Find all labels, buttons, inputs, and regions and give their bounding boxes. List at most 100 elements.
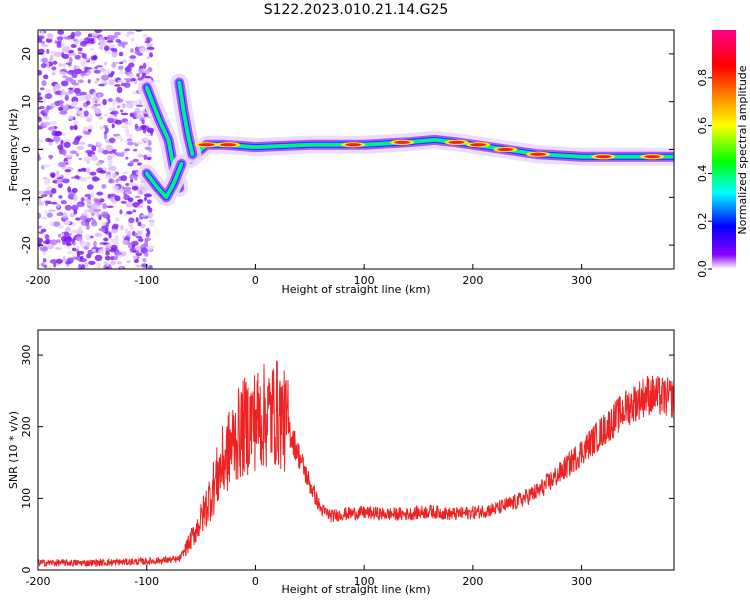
noise-speckle bbox=[85, 149, 93, 154]
noise-speckle bbox=[51, 72, 56, 76]
noise-speckle bbox=[74, 106, 81, 110]
noise-speckle bbox=[98, 83, 105, 87]
noise-speckle bbox=[125, 133, 130, 137]
noise-speckle bbox=[62, 178, 70, 184]
noise-speckle bbox=[64, 95, 69, 101]
noise-speckle bbox=[136, 141, 144, 145]
noise-speckle bbox=[62, 255, 66, 262]
noise-speckle bbox=[132, 158, 139, 163]
spec-ytick-label: -20 bbox=[20, 236, 33, 254]
noise-speckle bbox=[74, 31, 82, 37]
noise-speckle bbox=[126, 210, 133, 215]
noise-speckle bbox=[49, 120, 57, 125]
noise-speckle bbox=[63, 92, 71, 96]
noise-speckle bbox=[42, 176, 48, 180]
noise-speckle bbox=[80, 243, 86, 248]
noise-speckle bbox=[57, 144, 64, 150]
noise-speckle bbox=[96, 142, 103, 147]
noise-speckle bbox=[109, 260, 116, 265]
noise-speckle bbox=[121, 235, 126, 238]
noise-speckle bbox=[94, 66, 98, 70]
noise-speckle bbox=[87, 79, 91, 84]
noise-speckle bbox=[89, 60, 96, 65]
noise-speckle bbox=[56, 203, 61, 209]
noise-speckle bbox=[147, 139, 152, 146]
noise-speckle bbox=[96, 211, 100, 218]
noise-speckle bbox=[60, 236, 67, 242]
noise-speckle bbox=[64, 104, 69, 109]
noise-speckle bbox=[133, 259, 139, 264]
snr-frame bbox=[37, 329, 675, 571]
noise-speckle bbox=[75, 235, 83, 242]
noise-speckle bbox=[43, 121, 51, 126]
noise-speckle bbox=[146, 205, 151, 210]
noise-speckle bbox=[128, 73, 135, 79]
noise-speckle bbox=[136, 188, 140, 195]
noise-speckle bbox=[73, 120, 79, 126]
noise-speckle bbox=[107, 117, 114, 124]
noise-speckle bbox=[107, 159, 113, 165]
noise-speckle bbox=[125, 33, 130, 37]
noise-speckle bbox=[142, 128, 147, 134]
noise-speckle bbox=[96, 191, 103, 196]
noise-speckle bbox=[91, 105, 97, 110]
noise-speckle bbox=[72, 241, 76, 246]
noise-speckle bbox=[143, 75, 151, 79]
noise-speckle bbox=[102, 202, 107, 209]
noise-speckle bbox=[101, 184, 107, 189]
noise-speckle bbox=[38, 190, 45, 195]
noise-speckle bbox=[77, 79, 84, 84]
noise-speckle bbox=[123, 186, 132, 192]
noise-speckle bbox=[89, 113, 93, 120]
noise-speckle bbox=[83, 198, 92, 202]
noise-speckle bbox=[77, 168, 83, 173]
noise-speckle bbox=[144, 146, 152, 151]
snr-ytick-label: 0 bbox=[20, 567, 33, 574]
noise-speckle bbox=[121, 41, 129, 46]
spectral-hotspot bbox=[497, 147, 514, 152]
noise-speckle bbox=[134, 50, 141, 55]
noise-speckle bbox=[71, 72, 78, 79]
figure-title: S122.2023.010.21.14.G25 bbox=[264, 2, 449, 18]
noise-speckle bbox=[125, 104, 131, 108]
noise-speckle bbox=[126, 31, 135, 35]
noise-speckle bbox=[62, 149, 67, 156]
noise-speckle bbox=[106, 34, 114, 42]
snr-ytick-label: 100 bbox=[20, 488, 33, 509]
noise-speckle bbox=[79, 258, 88, 263]
noise-speckle bbox=[45, 89, 52, 93]
noise-speckle bbox=[87, 143, 94, 148]
noise-speckle bbox=[98, 36, 106, 43]
noise-speckle bbox=[60, 88, 65, 96]
noise-speckle bbox=[71, 82, 80, 86]
noise-speckle bbox=[144, 196, 148, 201]
noise-speckle bbox=[86, 176, 92, 179]
noise-speckle bbox=[141, 119, 145, 124]
noise-speckle bbox=[94, 254, 103, 262]
noise-speckle bbox=[45, 238, 51, 245]
noise-speckle bbox=[63, 141, 71, 148]
spectral-hotspot bbox=[345, 143, 362, 147]
noise-speckle bbox=[110, 244, 118, 250]
noise-speckle bbox=[91, 145, 97, 152]
noise-speckle bbox=[142, 258, 147, 263]
noise-speckle bbox=[67, 186, 72, 193]
noise-speckle bbox=[104, 174, 112, 180]
noise-speckle bbox=[120, 251, 127, 257]
noise-speckle bbox=[137, 221, 142, 227]
noise-speckle bbox=[139, 47, 147, 53]
noise-speckle bbox=[90, 56, 98, 61]
noise-speckle bbox=[139, 214, 147, 218]
noise-speckle bbox=[112, 185, 120, 191]
noise-speckle bbox=[125, 100, 133, 104]
noise-speckle bbox=[43, 190, 52, 195]
noise-speckle bbox=[44, 210, 49, 214]
noise-speckle bbox=[46, 212, 53, 218]
noise-speckle bbox=[105, 250, 110, 256]
noise-speckle bbox=[77, 47, 83, 52]
noise-speckle bbox=[103, 82, 108, 85]
noise-speckle bbox=[43, 74, 49, 80]
noise-speckle bbox=[48, 141, 53, 146]
noise-speckle bbox=[56, 179, 62, 185]
